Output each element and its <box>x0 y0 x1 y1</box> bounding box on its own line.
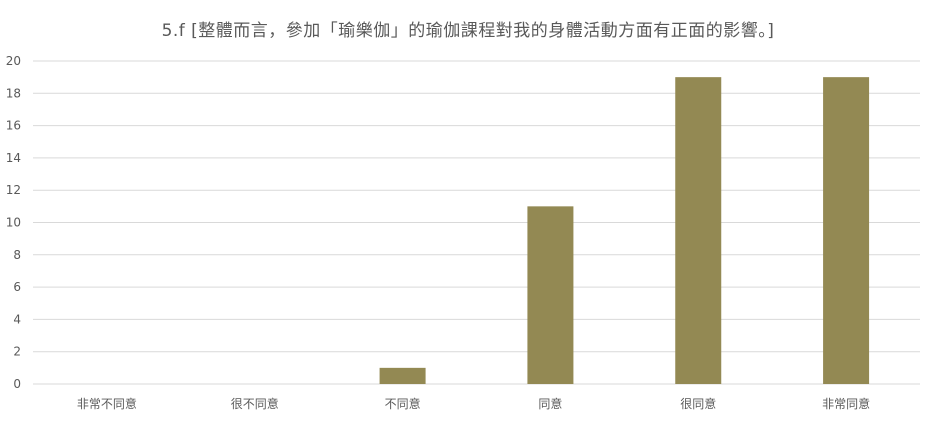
y-tick-label: 14 <box>6 151 21 165</box>
y-tick-label: 18 <box>6 86 21 100</box>
y-tick-label: 10 <box>6 216 21 230</box>
x-tick-label: 很同意 <box>680 396 716 411</box>
bar-3 <box>527 206 574 384</box>
chart-title: 5.f [整體而言，參加「瑜樂伽」的瑜伽課程對我的身體活動方面有正面的影響。] <box>161 21 775 41</box>
x-axis-labels: 非常不同意 很不同意 不同意 同意 很同意 非常同意 <box>77 396 870 411</box>
y-tick-label: 6 <box>13 280 21 294</box>
y-tick-label: 16 <box>6 119 21 133</box>
y-tick-label: 20 <box>6 54 21 68</box>
bar-2 <box>379 367 426 384</box>
x-tick-label: 同意 <box>538 396 562 411</box>
bars <box>379 77 870 385</box>
y-tick-label: 2 <box>13 345 21 359</box>
y-axis-ticks: 0 2 4 6 8 10 12 14 16 18 20 <box>6 54 21 391</box>
x-tick-label: 非常不同意 <box>77 396 137 411</box>
y-tick-label: 4 <box>13 312 21 326</box>
x-tick-label: 不同意 <box>385 396 421 411</box>
x-tick-label: 很不同意 <box>231 396 279 411</box>
y-tick-label: 0 <box>13 377 21 391</box>
y-tick-label: 12 <box>6 183 21 197</box>
y-tick-label: 8 <box>13 248 21 262</box>
x-tick-label: 非常同意 <box>822 396 870 411</box>
bar-4 <box>675 77 722 385</box>
bar-5 <box>823 77 870 385</box>
gridlines <box>33 60 920 385</box>
